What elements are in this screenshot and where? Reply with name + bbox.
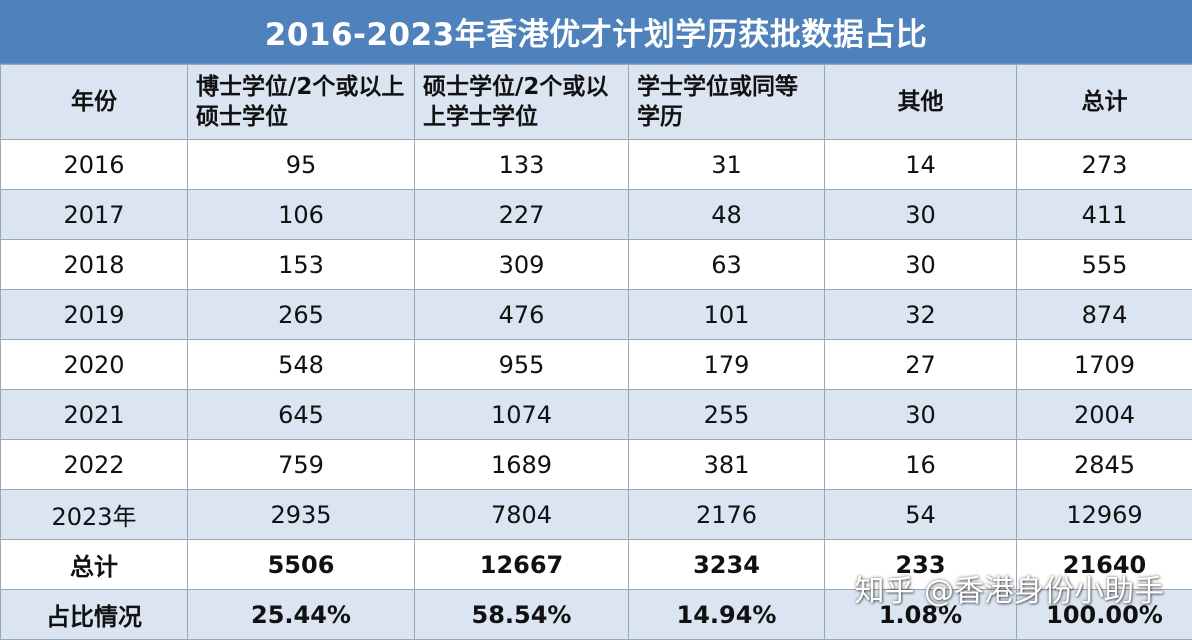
cell-total: 874 [1017, 290, 1192, 340]
cell-bachelor: 2176 [629, 490, 825, 540]
table-title: 2016-2023年香港优才计划学历获批数据占比 [0, 0, 1192, 64]
cell-masters: 309 [415, 240, 629, 290]
header-bachelor: 学士学位或同等学历 [629, 65, 825, 140]
cell-total: 411 [1017, 190, 1192, 240]
cell-masters: 1689 [415, 440, 629, 490]
header-year: 年份 [1, 65, 188, 140]
cell-bachelor: 3234 [629, 540, 825, 590]
cell-other: 30 [825, 390, 1017, 440]
cell-year: 2023年 [1, 490, 188, 540]
data-table: 年份 博士学位/2个或以上硕士学位 硕士学位/2个或以上学士学位 学士学位或同等… [0, 64, 1192, 640]
cell-total: 273 [1017, 140, 1192, 190]
cell-total-label: 总计 [1, 540, 188, 590]
table-row: 2017 106 227 48 30 411 [1, 190, 1192, 240]
cell-bachelor: 31 [629, 140, 825, 190]
cell-doctorate: 548 [188, 340, 415, 390]
cell-masters: 58.54% [415, 590, 629, 640]
cell-masters: 955 [415, 340, 629, 390]
cell-doctorate: 2935 [188, 490, 415, 540]
cell-masters: 476 [415, 290, 629, 340]
cell-other: 30 [825, 240, 1017, 290]
total-row: 总计 5506 12667 3234 233 21640 [1, 540, 1192, 590]
cell-doctorate: 106 [188, 190, 415, 240]
header-masters: 硕士学位/2个或以上学士学位 [415, 65, 629, 140]
cell-year: 2018 [1, 240, 188, 290]
table-row: 2020 548 955 179 27 1709 [1, 340, 1192, 390]
cell-bachelor: 14.94% [629, 590, 825, 640]
cell-total: 21640 [1017, 540, 1192, 590]
cell-year: 2019 [1, 290, 188, 340]
table-row: 2016 95 133 31 14 273 [1, 140, 1192, 190]
header-doctorate: 博士学位/2个或以上硕士学位 [188, 65, 415, 140]
cell-other: 32 [825, 290, 1017, 340]
cell-year: 2020 [1, 340, 188, 390]
header-total: 总计 [1017, 65, 1192, 140]
cell-masters: 12667 [415, 540, 629, 590]
cell-masters: 133 [415, 140, 629, 190]
cell-other: 14 [825, 140, 1017, 190]
cell-doctorate: 153 [188, 240, 415, 290]
table-row: 2019 265 476 101 32 874 [1, 290, 1192, 340]
cell-other: 1.08% [825, 590, 1017, 640]
cell-ratio-label: 占比情况 [1, 590, 188, 640]
table-row: 2021 645 1074 255 30 2004 [1, 390, 1192, 440]
cell-doctorate: 759 [188, 440, 415, 490]
cell-other: 16 [825, 440, 1017, 490]
cell-total: 2845 [1017, 440, 1192, 490]
cell-bachelor: 255 [629, 390, 825, 440]
cell-year: 2022 [1, 440, 188, 490]
cell-doctorate: 25.44% [188, 590, 415, 640]
cell-masters: 1074 [415, 390, 629, 440]
cell-bachelor: 101 [629, 290, 825, 340]
table-row: 2018 153 309 63 30 555 [1, 240, 1192, 290]
cell-bachelor: 63 [629, 240, 825, 290]
cell-bachelor: 48 [629, 190, 825, 240]
cell-bachelor: 381 [629, 440, 825, 490]
cell-year: 2017 [1, 190, 188, 240]
cell-year: 2021 [1, 390, 188, 440]
cell-masters: 7804 [415, 490, 629, 540]
cell-total: 1709 [1017, 340, 1192, 390]
cell-year: 2016 [1, 140, 188, 190]
header-other: 其他 [825, 65, 1017, 140]
cell-other: 54 [825, 490, 1017, 540]
cell-doctorate: 265 [188, 290, 415, 340]
cell-doctorate: 95 [188, 140, 415, 190]
cell-bachelor: 179 [629, 340, 825, 390]
cell-total: 12969 [1017, 490, 1192, 540]
cell-doctorate: 645 [188, 390, 415, 440]
header-row: 年份 博士学位/2个或以上硕士学位 硕士学位/2个或以上学士学位 学士学位或同等… [1, 65, 1192, 140]
cell-total: 555 [1017, 240, 1192, 290]
cell-total: 100.00% [1017, 590, 1192, 640]
cell-doctorate: 5506 [188, 540, 415, 590]
table-row: 2022 759 1689 381 16 2845 [1, 440, 1192, 490]
cell-total: 2004 [1017, 390, 1192, 440]
ratio-row: 占比情况 25.44% 58.54% 14.94% 1.08% 100.00% [1, 590, 1192, 640]
cell-other: 30 [825, 190, 1017, 240]
cell-other: 27 [825, 340, 1017, 390]
cell-masters: 227 [415, 190, 629, 240]
table-row: 2023年 2935 7804 2176 54 12969 [1, 490, 1192, 540]
cell-other: 233 [825, 540, 1017, 590]
